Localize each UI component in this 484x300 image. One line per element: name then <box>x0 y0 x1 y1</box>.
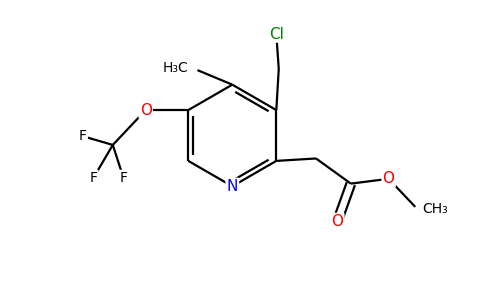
Text: F: F <box>79 129 87 143</box>
Text: F: F <box>120 171 127 185</box>
Text: O: O <box>383 171 394 186</box>
Text: O: O <box>332 214 343 229</box>
Text: F: F <box>90 171 97 185</box>
Text: N: N <box>227 179 238 194</box>
Text: Cl: Cl <box>269 27 284 42</box>
Text: CH₃: CH₃ <box>423 202 448 216</box>
Text: H₃C: H₃C <box>163 61 189 75</box>
Text: O: O <box>140 103 151 118</box>
